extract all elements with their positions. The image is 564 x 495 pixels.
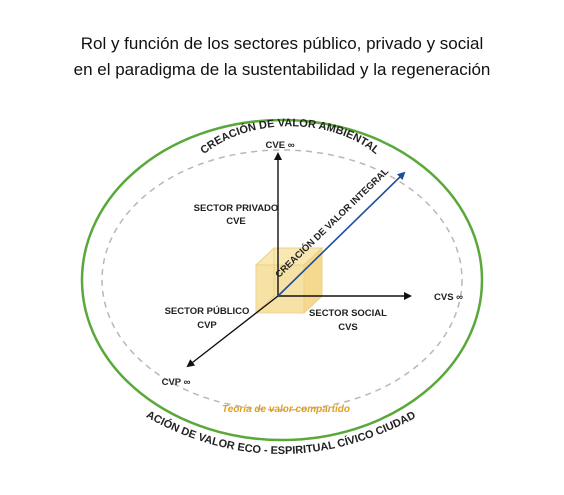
social-sector-name: SECTOR SOCIAL: [309, 308, 387, 319]
value-cube: [254, 246, 324, 315]
outer-ellipse: [80, 118, 484, 442]
public-sector-name: SECTOR PÚBLICO: [165, 305, 250, 317]
diagonal-label: CREACIÓN DE VALOR INTEGRAL: [273, 165, 391, 280]
inner-dashed-ellipse: [101, 149, 463, 411]
axis-right-label: CVS ∞: [434, 292, 463, 303]
public-sector-abbr: CVP: [197, 320, 217, 331]
private-sector-abbr: CVE: [226, 216, 246, 227]
private-sector-name: SECTOR PRIVADO: [194, 203, 279, 214]
axis-left-label: CVP ∞: [162, 377, 191, 388]
shared-value-label: Teoría de valor compartido: [222, 404, 350, 415]
title-line-1: Rol y función de los sectores público, p…: [80, 34, 484, 53]
axis-left: [186, 295, 279, 368]
axis-up-label: CVE ∞: [266, 140, 295, 151]
social-sector-abbr: CVS: [338, 322, 358, 333]
axis-diagonal: [277, 171, 406, 297]
title-line-2: en el paradigma de la sustentabilidad y …: [73, 60, 491, 79]
outer-bottom-label: CREACIÓN DE VALOR ECO - ESPIRITUAL CÍVIC…: [0, 0, 418, 457]
